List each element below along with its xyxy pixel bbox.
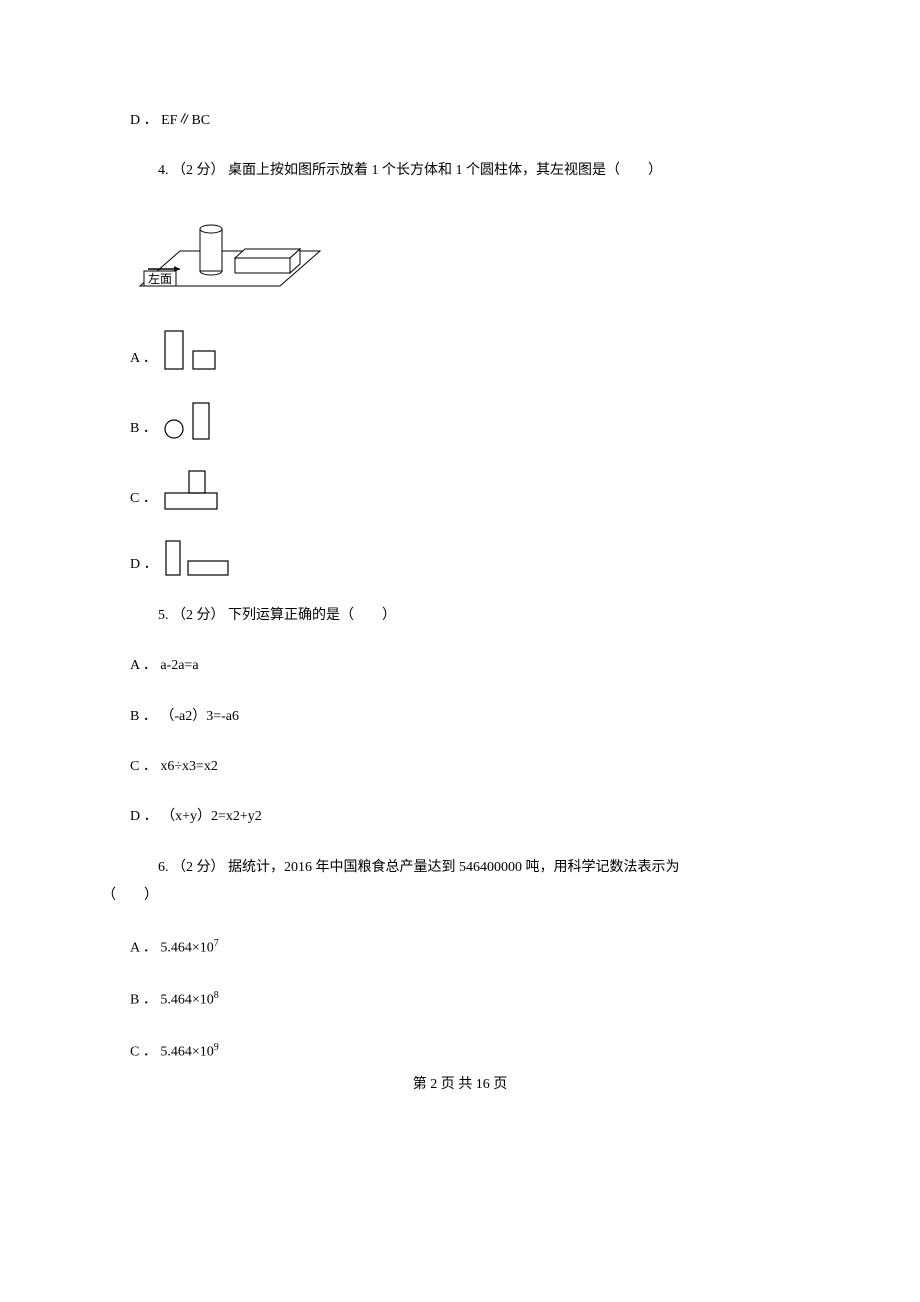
q5-option-a: A ． a-2a=a [130,655,790,677]
q5-optd-text: （x+y）2=x2+y2 [161,809,262,824]
q5-opta-text: a-2a=a [160,658,198,673]
q6-opta-prefix: A ． [130,940,157,955]
q5-optb-text: （-a2）3=-a6 [160,709,239,724]
q5-stem: 下列运算正确的是（ ） [228,608,396,623]
q4-option-a: A ． [130,329,790,371]
q6-optc-prefix: C ． [130,1044,157,1059]
q3-optd-text: EF∥BC [161,113,210,128]
q6-opta-exp: 7 [214,938,219,949]
page-footer: 第 2 页 共 16 页 [130,1074,790,1096]
q6-opta-base: 5.464×10 [160,940,213,955]
q4-figure-label: 左面 [148,271,172,286]
q6-optb-exp: 8 [214,990,219,1001]
page-content: D ． EF∥BC 4. （2 分） 桌面上按如图所示放着 1 个长方体和 1 … [0,0,920,1136]
q5-opta-prefix: A ． [130,658,157,673]
q6-stem-line: 6. （2 分） 据统计，2016 年中国粮食总产量达到 546400000 吨… [130,857,790,879]
q3-optd-prefix: D ． [130,113,158,128]
q6-optb-prefix: B ． [130,992,157,1007]
q4-option-b: B ． [130,399,790,441]
q6-optc-exp: 9 [214,1042,219,1053]
footer-text: 第 2 页 共 16 页 [413,1077,508,1092]
q4-figure: 左面 [130,211,790,301]
q6-points: （2 分） [172,860,225,875]
q4-optc-prefix: C ． [130,488,157,510]
q5-stem-line: 5. （2 分） 下列运算正确的是（ ） [130,605,790,627]
q4-number: 4. [158,163,169,178]
q5-option-c: C ． x6÷x3=x2 [130,756,790,778]
q5-points: （2 分） [172,608,225,623]
q4-points: （2 分） [172,163,225,178]
q4-opta-svg [163,329,218,371]
q5-number: 5. [158,608,169,623]
q6-stem-tail: （ ） [102,885,790,907]
q5-option-d: D ． （x+y）2=x2+y2 [130,806,790,828]
q4-option-d: D ． [130,539,790,577]
q4-optc-svg [163,469,221,511]
q4-optd-prefix: D ． [130,554,158,576]
q5-optc-prefix: C ． [130,759,157,774]
q4-opta-prefix: A ． [130,348,157,370]
q6-stem-tail-text: （ ） [102,888,158,903]
q3-option-d: D ． EF∥BC [130,110,790,132]
q5-optd-prefix: D ． [130,809,158,824]
q6-option-b: B ． 5.464×108 [130,988,790,1012]
q6-stem: 据统计，2016 年中国粮食总产量达到 546400000 吨，用科学记数法表示… [228,860,680,875]
q5-option-b: B ． （-a2）3=-a6 [130,706,790,728]
q6-option-a: A ． 5.464×107 [130,936,790,960]
q4-optb-prefix: B ． [130,418,157,440]
q6-option-c: C ． 5.464×109 [130,1040,790,1064]
q6-number: 6. [158,860,169,875]
q6-optc-base: 5.464×10 [160,1044,213,1059]
q5-optc-text: x6÷x3=x2 [160,759,218,774]
q4-option-c: C ． [130,469,790,511]
q4-stem-line: 4. （2 分） 桌面上按如图所示放着 1 个长方体和 1 个圆柱体，其左视图是… [130,160,790,182]
q4-optb-svg [163,399,215,441]
q5-optb-prefix: B ． [130,709,157,724]
q4-optd-svg [164,539,232,577]
q6-optb-base: 5.464×10 [160,992,213,1007]
q4-stem: 桌面上按如图所示放着 1 个长方体和 1 个圆柱体，其左视图是（ ） [228,163,662,178]
